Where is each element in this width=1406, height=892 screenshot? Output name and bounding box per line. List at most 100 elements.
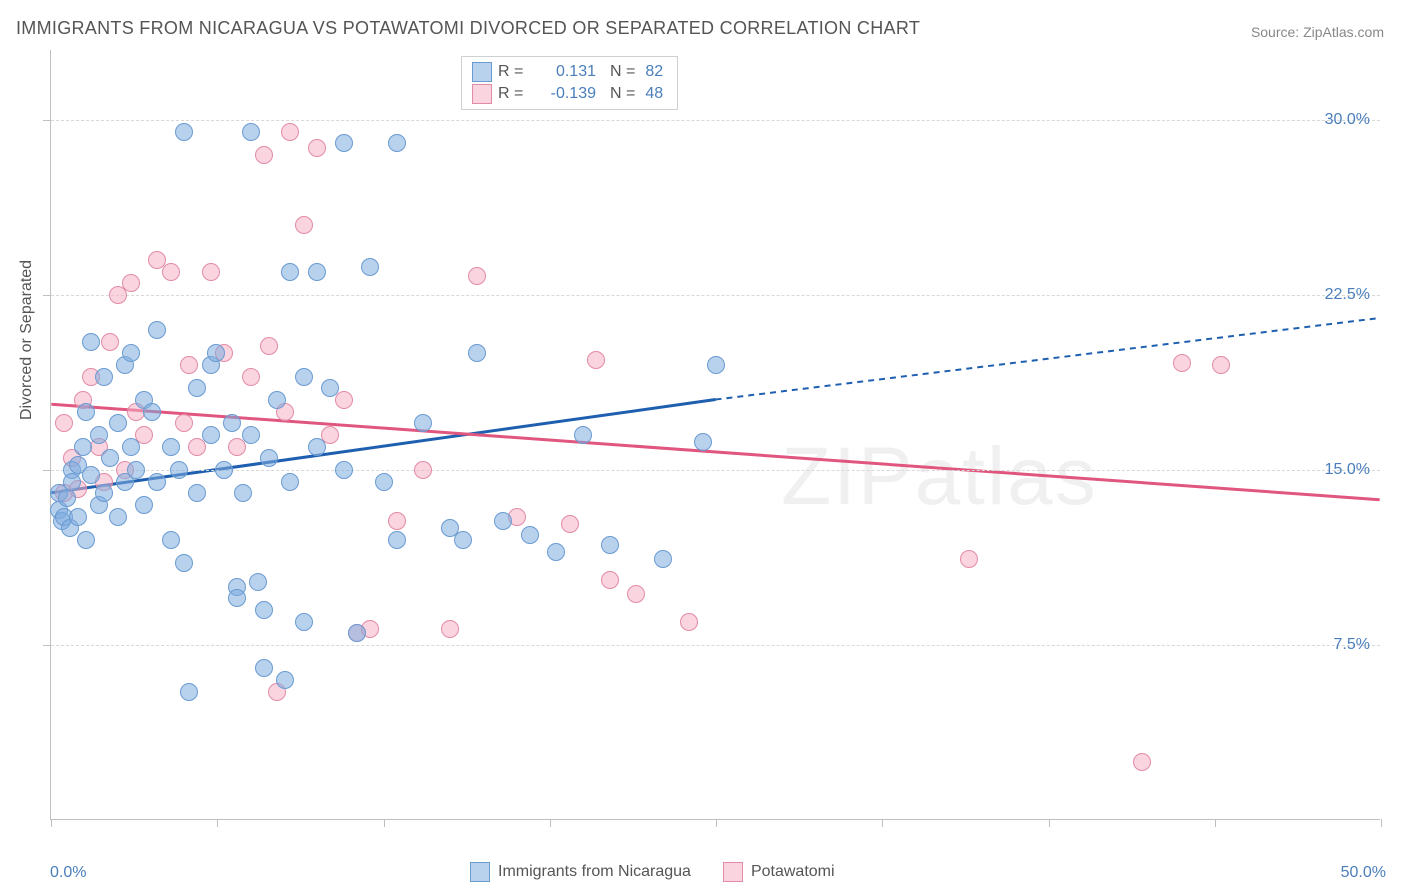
scatter-point-pink (295, 216, 313, 234)
legend-swatch (470, 862, 490, 882)
scatter-point-blue (494, 512, 512, 530)
scatter-point-pink (260, 337, 278, 355)
scatter-point-blue (281, 263, 299, 281)
scatter-point-blue (207, 344, 225, 362)
watermark: ZIPatlas (781, 430, 1098, 524)
correlation-legend: R =0.131N =82R =-0.139N =48 (461, 56, 678, 110)
scatter-point-blue (255, 601, 273, 619)
scatter-point-pink (242, 368, 260, 386)
scatter-point-blue (135, 496, 153, 514)
scatter-point-blue (109, 508, 127, 526)
legend-swatch (472, 84, 492, 104)
x-tick (384, 819, 385, 827)
x-tick (51, 819, 52, 827)
y-tick-label: 22.5% (1325, 286, 1370, 304)
scatter-point-blue (547, 543, 565, 561)
correlation-chart: IMMIGRANTS FROM NICARAGUA VS POTAWATOMI … (0, 0, 1406, 892)
y-tick (43, 295, 51, 296)
series-legend-item: Potawatomi (723, 862, 835, 882)
x-tick (882, 819, 883, 827)
legend-swatch (472, 62, 492, 82)
scatter-point-blue (601, 536, 619, 554)
scatter-point-blue (188, 379, 206, 397)
gridline (51, 470, 1380, 471)
scatter-point-blue (242, 426, 260, 444)
y-tick-label: 7.5% (1334, 636, 1370, 654)
scatter-point-blue (454, 531, 472, 549)
scatter-point-blue (335, 134, 353, 152)
scatter-point-blue (148, 321, 166, 339)
scatter-point-pink (255, 146, 273, 164)
scatter-point-blue (175, 554, 193, 572)
scatter-point-blue (242, 123, 260, 141)
scatter-point-blue (143, 403, 161, 421)
scatter-point-blue (574, 426, 592, 444)
x-tick (550, 819, 551, 827)
y-tick (43, 645, 51, 646)
scatter-point-pink (1173, 354, 1191, 372)
scatter-point-pink (601, 571, 619, 589)
scatter-point-blue (101, 449, 119, 467)
legend-swatch (723, 862, 743, 882)
scatter-point-blue (281, 473, 299, 491)
scatter-point-blue (82, 466, 100, 484)
scatter-point-blue (90, 426, 108, 444)
scatter-point-blue (249, 573, 267, 591)
x-tick (716, 819, 717, 827)
plot-area: ZIPatlas 7.5% 15.0% 22.5% 30.0% R =0.131N =8… (50, 50, 1380, 820)
scatter-point-blue (295, 613, 313, 631)
y-tick-label: 15.0% (1325, 461, 1370, 479)
series-legend-label: Potawatomi (751, 863, 835, 881)
scatter-point-blue (148, 473, 166, 491)
scatter-point-blue (95, 484, 113, 502)
gridline (51, 120, 1380, 121)
scatter-point-blue (388, 531, 406, 549)
scatter-point-blue (654, 550, 672, 568)
scatter-point-blue (77, 531, 95, 549)
gridline (51, 645, 1380, 646)
scatter-point-pink (55, 414, 73, 432)
scatter-point-pink (561, 515, 579, 533)
scatter-point-pink (441, 620, 459, 638)
scatter-point-blue (468, 344, 486, 362)
chart-title: IMMIGRANTS FROM NICARAGUA VS POTAWATOMI … (16, 18, 920, 39)
y-tick (43, 470, 51, 471)
correlation-legend-row: R =-0.139N =48 (472, 83, 663, 105)
scatter-point-blue (260, 449, 278, 467)
scatter-point-blue (82, 333, 100, 351)
y-axis-title: Divorced or Separated (18, 260, 36, 420)
scatter-point-blue (122, 438, 140, 456)
scatter-point-pink (587, 351, 605, 369)
scatter-point-pink (414, 461, 432, 479)
series-legend-item: Immigrants from Nicaragua (470, 862, 691, 882)
scatter-point-blue (180, 683, 198, 701)
scatter-point-blue (228, 589, 246, 607)
scatter-point-blue (215, 461, 233, 479)
scatter-point-blue (170, 461, 188, 479)
scatter-point-blue (276, 671, 294, 689)
scatter-point-blue (223, 414, 241, 432)
scatter-point-pink (202, 263, 220, 281)
scatter-point-pink (175, 414, 193, 432)
y-tick-label: 30.0% (1325, 111, 1370, 129)
scatter-point-blue (202, 426, 220, 444)
scatter-point-blue (694, 433, 712, 451)
scatter-point-blue (361, 258, 379, 276)
scatter-point-blue (268, 391, 286, 409)
x-axis-min-label: 0.0% (50, 864, 86, 882)
scatter-point-blue (188, 484, 206, 502)
scatter-point-blue (234, 484, 252, 502)
scatter-point-blue (414, 414, 432, 432)
scatter-point-blue (162, 531, 180, 549)
correlation-legend-row: R =0.131N =82 (472, 61, 663, 83)
scatter-point-blue (308, 438, 326, 456)
x-tick (1049, 819, 1050, 827)
scatter-point-blue (335, 461, 353, 479)
scatter-point-pink (960, 550, 978, 568)
scatter-point-blue (348, 624, 366, 642)
scatter-point-blue (77, 403, 95, 421)
x-axis-max-label: 50.0% (1341, 864, 1386, 882)
scatter-point-blue (707, 356, 725, 374)
scatter-point-blue (308, 263, 326, 281)
scatter-point-blue (58, 489, 76, 507)
